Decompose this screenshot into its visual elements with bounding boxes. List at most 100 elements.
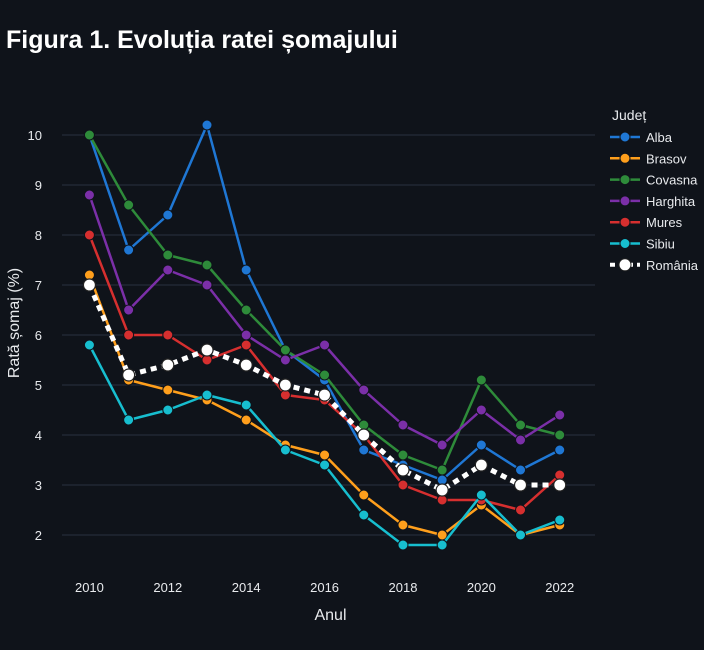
x-tick-label: 2012 (153, 580, 182, 595)
legend-item-românia[interactable]: România (610, 258, 699, 273)
x-tick-label: 2014 (232, 580, 261, 595)
data-point (201, 389, 213, 401)
legend-swatch-marker (619, 152, 631, 164)
data-point (515, 504, 527, 516)
data-point (436, 529, 448, 541)
data-point (279, 444, 291, 456)
legend-item-covasna[interactable]: Covasna (610, 173, 698, 188)
legend-item-mures[interactable]: Mures (610, 215, 683, 230)
data-point (123, 199, 135, 211)
y-tick-label: 7 (35, 278, 42, 293)
legend-title: Județ (612, 107, 646, 123)
data-point (475, 439, 487, 451)
legend-item-brasov[interactable]: Brasov (610, 151, 687, 166)
legend[interactable]: Județ Alba Brasov Covasna Harghita Mures Sibi… (610, 107, 699, 273)
data-point (513, 478, 528, 492)
data-point (397, 519, 409, 531)
data-point (553, 478, 567, 492)
data-point (82, 278, 97, 292)
legend-swatch-marker (619, 195, 631, 207)
x-tick-label: 2018 (389, 580, 418, 595)
legend-label: Harghita (646, 194, 696, 209)
data-point (358, 444, 370, 456)
data-point (475, 374, 487, 386)
y-tick-label: 10 (28, 128, 42, 143)
data-point (200, 343, 214, 357)
data-point (123, 244, 135, 256)
data-point (279, 344, 291, 356)
data-point (239, 358, 253, 372)
data-point (240, 329, 252, 341)
y-tick-label: 3 (35, 478, 42, 493)
legend-swatch-marker (619, 238, 631, 249)
legend-swatch-marker (619, 174, 631, 186)
data-point (83, 339, 95, 351)
legend-label: Brasov (646, 151, 687, 166)
data-point (240, 414, 252, 426)
data-point (357, 428, 371, 442)
data-point (278, 378, 292, 392)
legend-label: Covasna (646, 173, 698, 188)
legend-label: Alba (646, 130, 673, 145)
series-harghita (83, 189, 566, 451)
data-point (436, 539, 448, 551)
data-point (554, 429, 566, 441)
y-tick-label: 4 (35, 428, 42, 443)
legend-label: Sibiu (646, 237, 675, 252)
data-point (358, 489, 370, 501)
data-point (161, 358, 175, 372)
y-tick-label: 9 (35, 178, 42, 193)
legend-swatch-marker (618, 258, 632, 272)
data-point (83, 189, 95, 201)
legend-item-alba[interactable]: Alba (610, 130, 673, 145)
data-point (201, 279, 213, 291)
x-tick-label: 2010 (75, 580, 104, 595)
data-point (123, 329, 135, 341)
x-tick-label: 2020 (467, 580, 496, 595)
data-point (83, 129, 95, 141)
legend-item-sibiu[interactable]: Sibiu (610, 237, 675, 252)
data-point (515, 464, 527, 476)
series-line (88, 123, 561, 482)
data-point (515, 529, 527, 541)
data-point (162, 329, 174, 341)
data-point (358, 384, 370, 396)
chart-title: Figura 1. Evoluția ratei șomajului (6, 26, 398, 54)
data-point (123, 414, 135, 426)
data-point (554, 444, 566, 456)
data-point (83, 229, 95, 241)
x-axis-ticks: 2010 2012 2014 2016 2018 2020 2022 (75, 580, 574, 595)
data-point (240, 304, 252, 316)
data-point (201, 119, 213, 131)
data-point (358, 509, 370, 521)
legend-label: Mures (646, 215, 683, 230)
legend-item-harghita[interactable]: Harghita (610, 194, 696, 209)
legend-label: România (646, 258, 699, 273)
data-point (319, 339, 331, 351)
data-point (240, 339, 252, 351)
series-alba (83, 119, 566, 486)
series-group (82, 119, 567, 551)
y-axis-title: Rată șomaj (%) (6, 268, 23, 378)
y-tick-label: 6 (35, 328, 42, 343)
data-point (122, 368, 136, 382)
data-point (162, 209, 174, 221)
data-point (240, 399, 252, 411)
series-line (88, 194, 561, 447)
data-point (201, 259, 213, 271)
data-point (515, 434, 527, 446)
data-point (475, 404, 487, 416)
data-point (162, 249, 174, 261)
data-point (397, 479, 409, 491)
data-point (475, 489, 487, 501)
data-point (162, 264, 174, 276)
data-point (240, 264, 252, 276)
data-point (396, 463, 410, 477)
legend-swatch-marker (619, 216, 631, 228)
data-point (554, 514, 566, 526)
series-sibiu (83, 339, 566, 551)
data-point (317, 388, 332, 402)
data-point (319, 449, 331, 461)
series-românia (82, 278, 567, 497)
